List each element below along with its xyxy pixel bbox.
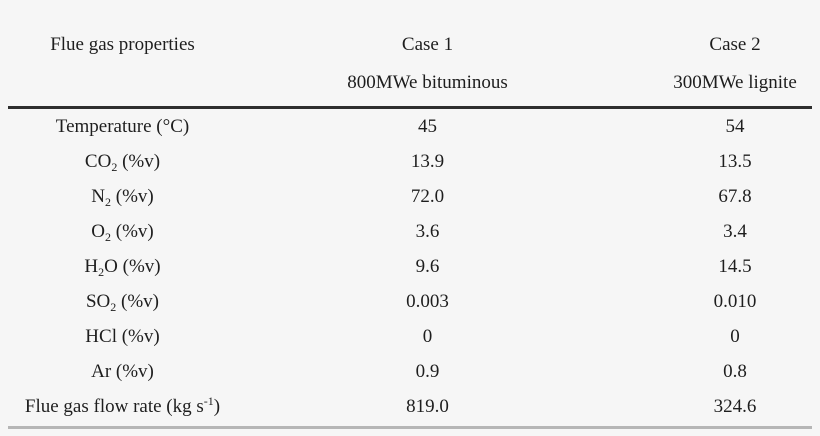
case2-value: 3.4 xyxy=(723,220,747,242)
case1-value: 0.9 xyxy=(415,360,440,382)
table-row: Flue gas flow rate (kg s-1) 819.0 324.6 xyxy=(0,389,820,424)
case2-value: 54 xyxy=(725,115,745,137)
case1-value: 13.9 xyxy=(410,150,445,172)
table-row: Ar (%v) 0.9 0.8 xyxy=(0,354,820,389)
table-row: HCl (%v) 0 0 xyxy=(0,319,820,354)
row-label-text-post: (%v) xyxy=(116,290,160,312)
row-label: N2 (%v) xyxy=(0,186,245,208)
row-label-text-post: ) xyxy=(213,395,221,417)
header-case1-subtitle: 800MWe bituminous xyxy=(347,72,508,93)
row-label: CO2 (%v) xyxy=(0,151,245,173)
case1-value: 3.6 xyxy=(415,220,440,242)
row-label-text: Flue gas flow rate (kg s xyxy=(24,395,204,417)
row-label-text: Temperature (°C) xyxy=(55,115,190,137)
table-body: Temperature (°C) 45 54 CO2 (%v) 13.9 13.… xyxy=(0,109,820,424)
row-label-text: Ar (%v) xyxy=(91,360,154,382)
row-label: HCl (%v) xyxy=(0,326,245,348)
row-label: Flue gas flow rate (kg s-1) xyxy=(0,393,245,418)
table-row: O2 (%v) 3.6 3.4 xyxy=(0,214,820,249)
row-label: H2O (%v) xyxy=(0,256,245,278)
case2-value: 0 xyxy=(730,325,740,347)
row-label-text: N xyxy=(91,185,105,207)
table-row: CO2 (%v) 13.9 13.5 xyxy=(0,144,820,179)
table-row: SO2 (%v) 0.003 0.010 xyxy=(0,284,820,319)
table-header: Flue gas properties Case 1 Case 2 800MWe… xyxy=(0,0,820,94)
header-row-1: Flue gas properties Case 1 Case 2 xyxy=(0,0,820,56)
case2-value: 324.6 xyxy=(713,395,757,417)
header-empty-cell xyxy=(0,72,245,94)
row-label-text-post: (%v) xyxy=(117,150,161,172)
row-label-text: CO xyxy=(84,150,112,172)
case1-value: 0 xyxy=(422,325,433,347)
header-flue-gas-properties: Flue gas properties xyxy=(50,34,195,55)
case2-value: 14.5 xyxy=(718,255,752,277)
row-label-text-post: O (%v) xyxy=(104,255,161,277)
row-label-superscript: -1 xyxy=(203,393,214,408)
row-label-text: H xyxy=(84,255,99,277)
header-case1: Case 1 xyxy=(401,34,454,55)
row-label-subscript: 2 xyxy=(105,229,111,244)
row-label: Ar (%v) xyxy=(0,361,245,383)
header-case2-subtitle: 300MWe lignite xyxy=(673,72,797,93)
row-label-subscript: 2 xyxy=(111,159,118,174)
case2-value: 13.5 xyxy=(718,150,752,172)
case1-value: 819.0 xyxy=(406,395,449,417)
case2-value: 0.8 xyxy=(723,360,747,382)
table-row: H2O (%v) 9.6 14.5 xyxy=(0,249,820,284)
case1-value: 9.6 xyxy=(415,255,440,277)
case1-value: 72.0 xyxy=(410,185,445,207)
case1-value: 0.003 xyxy=(406,290,449,312)
case2-value: 67.8 xyxy=(718,185,752,207)
header-rule xyxy=(8,106,812,109)
row-label-subscript: 2 xyxy=(98,264,105,279)
row-label-text: O xyxy=(91,220,105,242)
row-label-text: SO xyxy=(85,290,111,312)
case1-value: 45 xyxy=(418,115,437,137)
header-case2: Case 2 xyxy=(709,34,761,55)
row-label: SO2 (%v) xyxy=(0,291,245,313)
row-label-subscript: 2 xyxy=(110,299,117,314)
case2-value: 0.010 xyxy=(713,290,757,312)
row-label-text-post: (%v) xyxy=(111,220,154,242)
header-row-2: 800MWe bituminous 300MWe lignite xyxy=(0,72,820,94)
row-label: O2 (%v) xyxy=(0,221,245,243)
row-label-subscript: 2 xyxy=(105,194,111,209)
row-label-text: HCl (%v) xyxy=(85,325,160,347)
table-row: Temperature (°C) 45 54 xyxy=(0,109,820,144)
bottom-rule xyxy=(8,426,812,429)
row-label-text-post: (%v) xyxy=(111,185,154,207)
row-label: Temperature (°C) xyxy=(0,116,245,138)
table-row: N2 (%v) 72.0 67.8 xyxy=(0,179,820,214)
